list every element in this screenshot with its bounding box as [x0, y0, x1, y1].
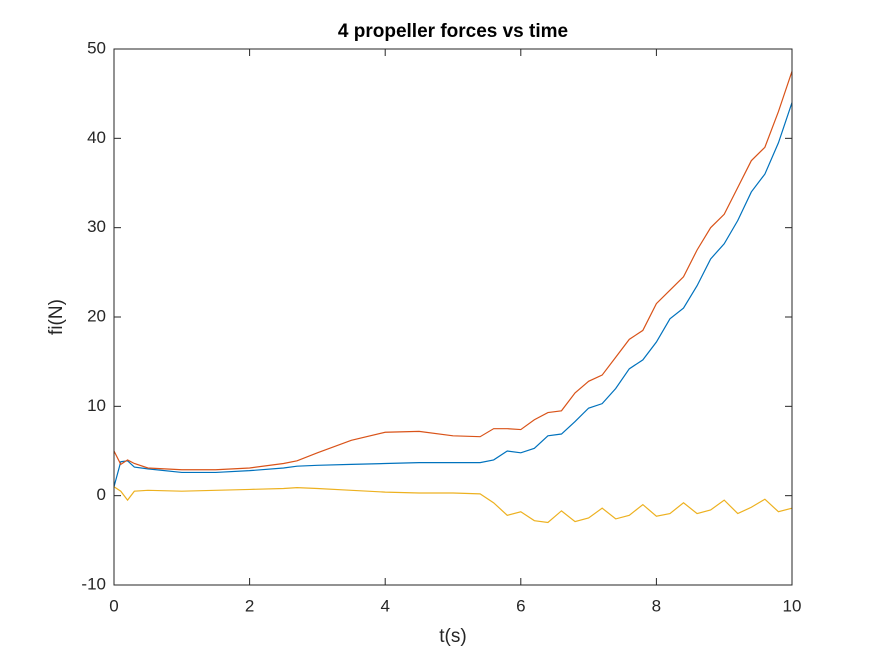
x-tick-label: 4	[380, 596, 389, 615]
x-tick-label: 6	[516, 596, 525, 615]
series-line	[113, 102, 793, 487]
y-tick-label: 0	[97, 485, 106, 504]
y-tick-label: 10	[87, 396, 106, 415]
y-tick-label: 40	[87, 128, 106, 147]
y-tick-label: -10	[81, 574, 106, 593]
y-tick-label: 50	[87, 38, 106, 57]
chart-title: 4 propeller forces vs time	[338, 21, 568, 42]
x-tick-label: 8	[652, 596, 661, 615]
series-line	[113, 486, 793, 524]
y-axis-label: fi(N)	[46, 299, 67, 335]
axes-box	[113, 48, 793, 586]
x-axis-label: t(s)	[439, 626, 466, 647]
series-line	[113, 71, 793, 471]
y-tick-label: 30	[87, 217, 106, 236]
x-tick-label: 0	[109, 596, 118, 615]
x-tick-label: 2	[245, 596, 254, 615]
x-tick-label: 10	[783, 596, 802, 615]
y-tick-label: 20	[87, 306, 106, 325]
